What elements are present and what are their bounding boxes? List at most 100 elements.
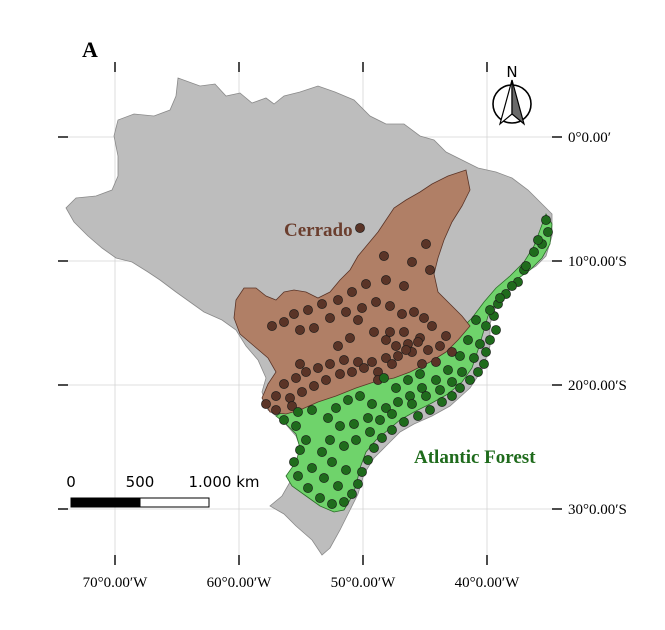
cerrado-point	[301, 367, 311, 377]
atlantic-forest-point	[533, 235, 543, 245]
atlantic-forest-point	[485, 305, 495, 315]
atlantic-forest-point	[431, 375, 441, 385]
atlantic-forest-point	[307, 463, 317, 473]
cerrado-point	[317, 299, 327, 309]
atlantic-forest-point	[465, 375, 475, 385]
cerrado-point	[409, 307, 419, 317]
north-label: N	[506, 63, 517, 81]
atlantic-forest-point	[481, 321, 491, 331]
cerrado-point	[313, 363, 323, 373]
atlantic-forest-point	[327, 499, 337, 509]
cerrado-point	[287, 401, 297, 411]
atlantic-forest-point	[421, 391, 431, 401]
cerrado-point	[417, 359, 427, 369]
atlantic-forest-point	[381, 403, 391, 413]
cerrado-point	[401, 345, 411, 355]
atlantic-forest-point	[363, 413, 373, 423]
atlantic-forest-point	[341, 465, 351, 475]
atlantic-forest-point	[413, 411, 423, 421]
atlantic-forest-point	[443, 365, 453, 375]
cerrado-point	[381, 275, 391, 285]
cerrado-point	[419, 313, 429, 323]
atlantic-forest-point	[529, 247, 539, 257]
atlantic-forest-point	[365, 427, 375, 437]
cerrado-point	[297, 387, 307, 397]
cerrado-point	[387, 359, 397, 369]
cerrado-point	[379, 251, 389, 261]
cerrado-point	[357, 303, 367, 313]
atlantic-forest-point	[491, 325, 501, 335]
cerrado-point	[369, 327, 379, 337]
cerrado-point	[413, 337, 423, 347]
cerrado-point	[291, 373, 301, 383]
cerrado-point	[421, 239, 431, 249]
x-tick-label-50w: 50°0.00′W	[331, 575, 397, 591]
cerrado-point	[447, 347, 457, 357]
atlantic-forest-point	[481, 347, 491, 357]
atlantic-forest-point	[541, 215, 551, 225]
cerrado-point	[407, 257, 417, 267]
atlantic-forest-point	[447, 391, 457, 401]
cerrado-point	[309, 323, 319, 333]
north-arrow-icon: N	[492, 63, 532, 126]
cerrado-point	[333, 341, 343, 351]
atlantic-forest-point	[479, 359, 489, 369]
atlantic-forest-point	[379, 373, 389, 383]
cerrado-point	[303, 305, 313, 315]
atlantic-forest-point	[473, 367, 483, 377]
cerrado-point	[425, 265, 435, 275]
atlantic-forest-point	[289, 457, 299, 467]
atlantic-forest-point	[417, 383, 427, 393]
cerrado-point	[347, 287, 357, 297]
cerrado-label: Cerrado	[284, 220, 353, 241]
atlantic-forest-point	[405, 391, 415, 401]
atlantic-forest-point	[357, 467, 367, 477]
atlantic-forest-point	[507, 281, 517, 291]
atlantic-forest-point	[447, 377, 457, 387]
panel-label: A	[82, 37, 98, 62]
cerrado-point	[381, 335, 391, 345]
atlantic-forest-point	[457, 367, 467, 377]
atlantic-forest-point	[375, 415, 385, 425]
cerrado-point	[397, 309, 407, 319]
atlantic-forest-point	[355, 391, 365, 401]
scale-bar: 0 500 1.000 km	[66, 473, 260, 508]
atlantic-forest-point	[351, 435, 361, 445]
atlantic-forest-point	[315, 493, 325, 503]
atlantic-forest-point	[455, 351, 465, 361]
atlantic-forest-point	[543, 227, 553, 237]
atlantic-forest-point	[377, 433, 387, 443]
cerrado-point	[367, 357, 377, 367]
cerrado-point	[399, 327, 409, 337]
atlantic-forest-point	[339, 497, 349, 507]
atlantic-forest-point	[293, 407, 303, 417]
cerrado-point	[431, 357, 441, 367]
atlantic-forest-label: Atlantic Forest	[414, 447, 536, 468]
cerrado-occurrence-points	[261, 223, 457, 415]
y-tick-label-30s: 30°0.00′S	[568, 502, 627, 518]
atlantic-forest-point	[387, 409, 397, 419]
cerrado-point	[325, 359, 335, 369]
cerrado-point	[295, 325, 305, 335]
atlantic-forest-point	[393, 397, 403, 407]
atlantic-forest-point	[369, 443, 379, 453]
atlantic-forest-point	[367, 399, 377, 409]
atlantic-forest-point	[279, 415, 289, 425]
atlantic-forest-point	[471, 315, 481, 325]
cerrado-point	[393, 351, 403, 361]
cerrado-point	[427, 321, 437, 331]
atlantic-forest-point	[485, 335, 495, 345]
cerrado-point	[423, 345, 433, 355]
atlantic-forest-point	[391, 383, 401, 393]
axis-ticks	[58, 62, 562, 565]
scale-label-500: 500	[126, 473, 155, 491]
atlantic-forest-point	[463, 335, 473, 345]
cerrado-point	[371, 297, 381, 307]
atlantic-forest-point	[387, 425, 397, 435]
cerrado-point	[333, 295, 343, 305]
atlantic-forest-point	[303, 483, 313, 493]
atlantic-forest-point	[301, 435, 311, 445]
x-tick-label-60w: 60°0.00′W	[207, 575, 273, 591]
cerrado-point	[347, 367, 357, 377]
